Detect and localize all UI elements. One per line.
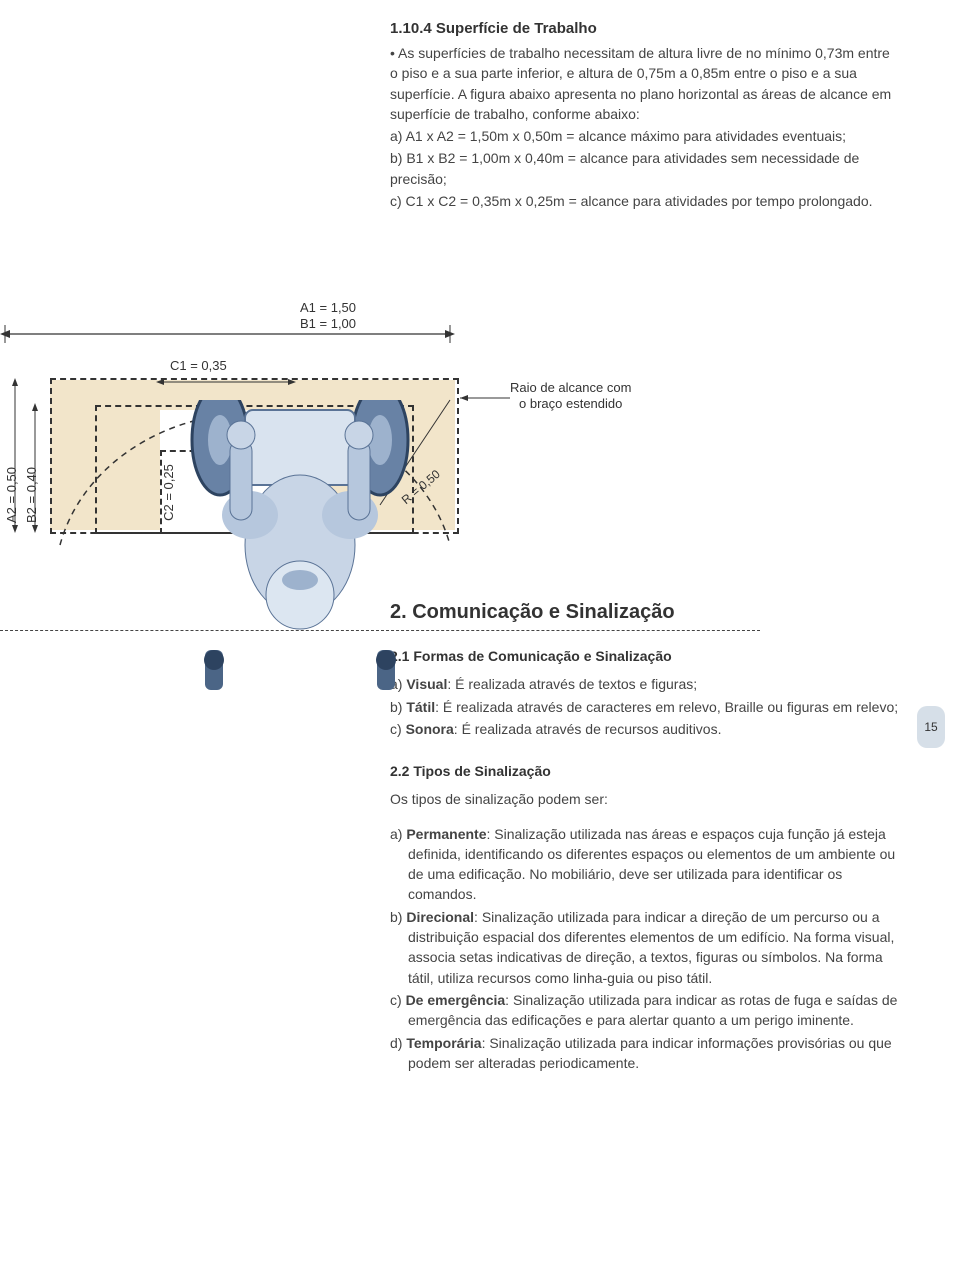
item-c: c) C1 x C2 = 0,35m x 0,25m = alcance par…: [390, 191, 900, 211]
item-a: a) A1 x A2 = 1,50m x 0,50m = alcance máx…: [390, 126, 900, 146]
text-tatil: : É realizada através de caracteres em r…: [435, 699, 898, 715]
item-b: b) B1 x B2 = 1,00m x 0,40m = alcance par…: [390, 148, 900, 189]
item-2-2-c: c) De emergência: Sinalização utilizada …: [390, 990, 900, 1031]
text-direcional: : Sinalização utilizada para indicar a d…: [408, 909, 894, 986]
reach-diagram: C1 = 0,35 Raio de alcance com o braço es…: [0, 350, 760, 680]
vertical-dims: A2 = 0,50 B2 = 0,40: [0, 378, 50, 558]
raio-label-2: o braço estendido: [510, 396, 631, 412]
sub-2-1-body: a) Visual: É realizada através de textos…: [390, 674, 900, 739]
item-2-2-d: d) Temporária: Sinalização utilizada par…: [390, 1033, 900, 1074]
sub-2-2-title: 2.2 Tipos de Sinalização: [390, 763, 900, 779]
c1-dim-line: [156, 374, 296, 384]
label-emergencia: De emergência: [406, 992, 506, 1008]
label-temporaria: Temporária: [406, 1035, 481, 1051]
page-number-badge: 15: [917, 706, 945, 748]
label-direcional: Direcional: [406, 909, 474, 925]
section-bullet: As superfícies de trabalho necessitam de…: [390, 43, 900, 124]
raio-label-1: Raio de alcance com: [510, 380, 631, 396]
mannequin-icon: [150, 400, 450, 700]
raio-label: Raio de alcance com o braço estendido: [510, 380, 631, 411]
raio-arrow: [460, 390, 510, 400]
sub-2-2-intro: Os tipos de sinalização podem ser:: [390, 789, 900, 809]
label-tatil: Tátil: [406, 699, 435, 715]
text-sonora: : É realizada através de recursos auditi…: [454, 721, 722, 737]
label-permanente: Permanente: [406, 826, 486, 842]
page-number: 15: [924, 720, 937, 734]
b2-label: B2 = 0,40: [24, 467, 39, 523]
section-title: 1.10.4 Superfície de Trabalho: [390, 20, 900, 37]
sub-2-2-body: a) Permanente: Sinalização utilizada nas…: [390, 824, 900, 1074]
item-2-1-b: b) Tátil: É realizada através de caracte…: [390, 697, 900, 717]
a1-label: A1 = 1,50: [300, 300, 356, 316]
item-2-1-c: c) Sonora: É realizada através de recurs…: [390, 719, 900, 739]
item-2-2-a: a) Permanente: Sinalização utilizada nas…: [390, 824, 900, 905]
section-body: As superfícies de trabalho necessitam de…: [390, 43, 900, 211]
label-sonora: Sonora: [406, 721, 454, 737]
c1-label: C1 = 0,35: [168, 358, 229, 373]
section-1-10-4: 1.10.4 Superfície de Trabalho As superfí…: [390, 0, 900, 211]
page-container: 1.10.4 Superfície de Trabalho As superfí…: [0, 0, 960, 1268]
a2-label: A2 = 0,50: [4, 467, 19, 523]
item-2-2-b: b) Direcional: Sinalização utilizada par…: [390, 907, 900, 988]
dim-line-horizontal: [0, 325, 455, 343]
